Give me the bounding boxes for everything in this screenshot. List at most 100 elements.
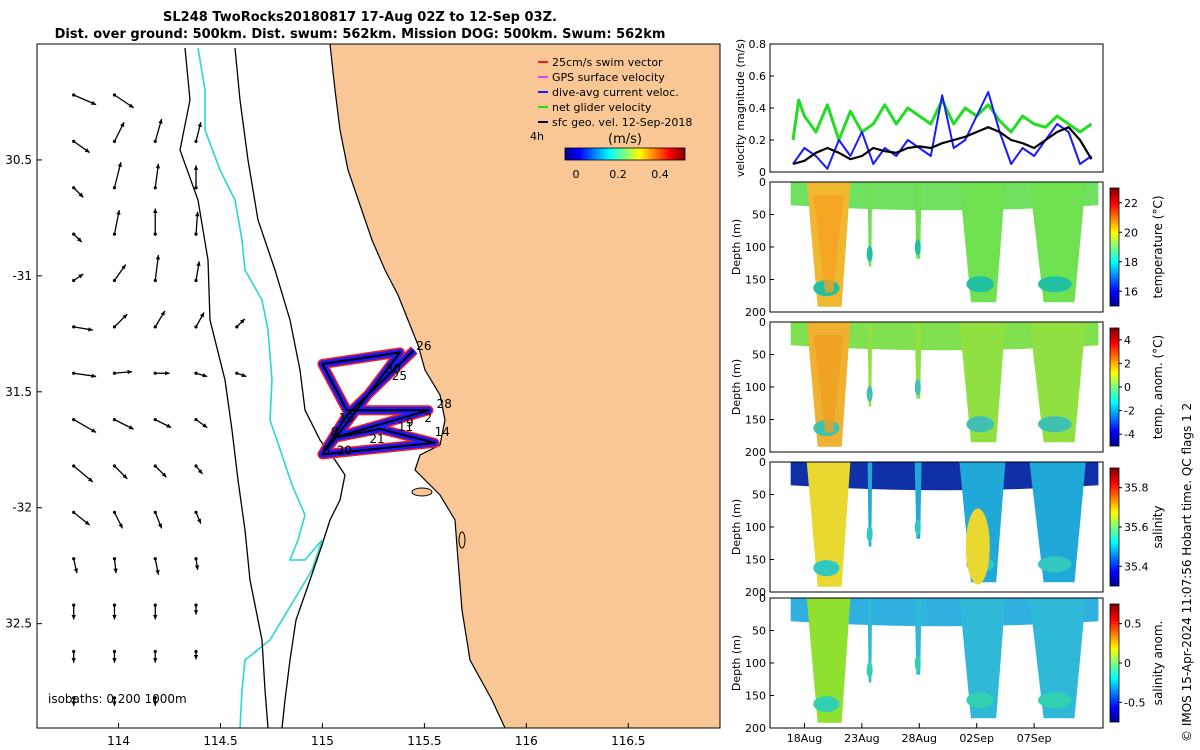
current-vector-34 <box>153 464 167 478</box>
colorbar-units-label: (m/s) <box>608 132 642 147</box>
section-deep-salinity_anom-3 <box>914 655 921 672</box>
section-fill-salinity-0 <box>790 462 1099 491</box>
date-tick-label-1: 23Aug <box>844 732 879 745</box>
depth-tick-label-2-3: 150 <box>745 554 766 567</box>
current-vector-40 <box>72 557 79 574</box>
current-vector-44 <box>71 603 76 620</box>
section-deep-temperature-4 <box>966 276 994 293</box>
cb-tick-label-temperature-1: 18 <box>1124 256 1138 269</box>
coastline <box>329 44 506 728</box>
depth-tick-label-3-2: 100 <box>745 657 766 670</box>
plot-title-line-2: Dist. over ground: 500km. Dist. swum: 56… <box>54 27 666 42</box>
velocity-series <box>791 91 1093 170</box>
depth-axis-label-0: Depth (m) <box>730 219 743 275</box>
section-deep-temperature-5 <box>1037 276 1072 293</box>
depth-tick-label-0-4: 200 <box>745 306 766 319</box>
current-vector-43 <box>194 557 200 571</box>
island-rottnest <box>411 487 433 497</box>
section-fill-temperature-5 <box>1029 182 1086 303</box>
section-fill-temperature-4 <box>959 182 1006 303</box>
legend-geo-label: sfc geo. vel. 12-Sep-2018 <box>552 116 692 129</box>
current-vector-47 <box>193 603 199 615</box>
day-label-5: 2 <box>424 411 432 425</box>
current-vector-25 <box>153 371 170 376</box>
day-label-1: 30 <box>386 362 401 376</box>
current-vector-21 <box>194 312 205 329</box>
isobath-1000m-line <box>179 47 269 728</box>
current-vector-8 <box>153 163 161 190</box>
depth-tick-label-2-4: 200 <box>745 586 766 599</box>
cb-tick-label-salinity-2: 35.8 <box>1124 482 1149 495</box>
current-vector-field <box>71 93 247 706</box>
depth-tick-label-0-2: 100 <box>745 241 766 254</box>
colorbar-temperature <box>1109 187 1120 307</box>
day-label-6: 9 <box>406 416 414 430</box>
vel-ytick-label-2: 0.4 <box>749 102 767 115</box>
day-label-8: 14 <box>435 425 450 439</box>
cb-tick-label-salinity_anom-2: 0.5 <box>1124 618 1142 631</box>
current-vector-24 <box>112 369 133 375</box>
vel-ytick-label-3: 0.6 <box>749 70 767 83</box>
depth-tick-label-2-0: 0 <box>759 456 766 469</box>
current-vector-20 <box>153 310 166 329</box>
current-vector-41 <box>112 557 118 574</box>
section-deep-salinity_anom-5 <box>1037 692 1072 709</box>
section-fill-salinity-5 <box>1029 462 1086 583</box>
day-label-3: 28 <box>437 397 452 411</box>
current-vector-9 <box>193 165 199 190</box>
isobath-0m-line <box>234 47 346 728</box>
lon-tick-label-5: 116.5 <box>611 734 645 748</box>
velocity-line-2 <box>792 126 1093 166</box>
depth-tick-label-1-3: 150 <box>745 414 766 427</box>
section-deep-temp_anom-4 <box>966 416 994 433</box>
current-vector-37 <box>112 510 124 529</box>
current-vector-13 <box>194 211 200 236</box>
colorbar-temp_anom <box>1109 327 1120 447</box>
lon-tick-label-4: 116 <box>515 734 538 748</box>
section-deep-temperature-3 <box>914 239 921 256</box>
current-vector-18 <box>72 325 94 332</box>
lat-tick-label-4: 32.5 <box>5 617 32 631</box>
lon-tick-label-2: 115 <box>311 734 334 748</box>
day-label-7: 11 <box>398 420 413 434</box>
depth-tick-label-1-0: 0 <box>759 316 766 329</box>
cb-label-temperature: temperature (°C) <box>1151 196 1165 299</box>
map-legend: 25cm/s swim vector GPS surface velocity … <box>530 56 692 181</box>
lon-tick-label-0: 114 <box>107 734 130 748</box>
depth-tick-label-1-4: 200 <box>745 446 766 459</box>
date-tick-label-4: 07Sep <box>1017 732 1052 745</box>
current-vector-11 <box>112 210 121 236</box>
current-vector-26 <box>194 371 208 378</box>
lat-tick-label-0: 30.5 <box>5 153 32 167</box>
date-tick-label-0: 18Aug <box>787 732 822 745</box>
day-label-11: 8 <box>322 443 330 457</box>
colorbar-salinity_anom <box>1109 603 1120 723</box>
section-fill-temperature-3 <box>914 182 922 259</box>
section-deep-salinity-3 <box>914 519 921 536</box>
section-deep-salinity_anom-1 <box>813 696 840 713</box>
date-axis: 18Aug 23Aug 28Aug 02Sep 07Sep <box>787 723 1052 745</box>
section-fill-salinity-3 <box>914 462 922 539</box>
map-lat-ticks: 30.5 -31 31.5 -32 32.5 <box>5 153 42 631</box>
section-deep-temp_anom-5 <box>1037 416 1072 433</box>
colorbar-tick-2: 0.4 <box>651 168 669 181</box>
current-vector-38 <box>153 510 163 529</box>
section-fill-temp_anom-5 <box>1029 322 1086 443</box>
map-frame <box>36 43 721 729</box>
section-fill-temperature-0 <box>790 182 1099 211</box>
section-fill-salinity_anom-3 <box>914 598 922 675</box>
cb-tick-label-salinity-0: 35.4 <box>1124 560 1149 573</box>
section-fill-temp_anom-0 <box>790 322 1099 351</box>
warm-core-temp_anom <box>813 335 844 433</box>
current-vector-54 <box>153 696 158 706</box>
section-fill-salinity-1 <box>806 462 851 587</box>
depth-tick-label-1-2: 100 <box>745 381 766 394</box>
section-fill-temp_anom-2 <box>867 322 873 407</box>
current-vector-19 <box>112 313 128 329</box>
section-fill-salinity-2 <box>867 462 873 547</box>
current-vector-16 <box>153 254 161 283</box>
velocity-ylabel: velocity magnitude (m/s) <box>734 39 747 177</box>
section-fill-salinity_anom-2 <box>867 598 873 683</box>
